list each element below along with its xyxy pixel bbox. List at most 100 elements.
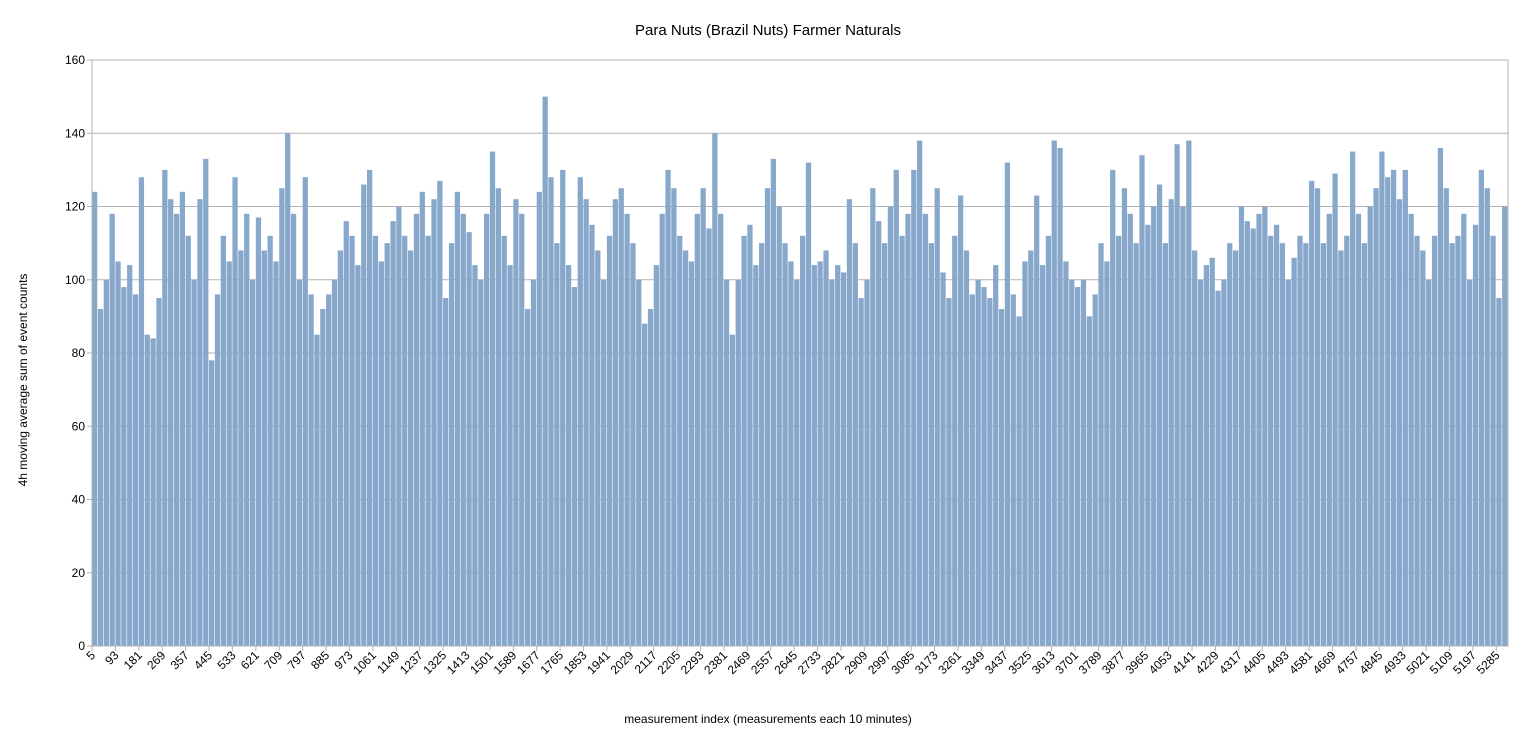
bar: [952, 235, 958, 647]
x-tick-label: 181: [121, 648, 145, 672]
x-tick-label: 4581: [1286, 648, 1315, 677]
bar: [1186, 140, 1192, 646]
bar: [741, 235, 747, 647]
bar: [437, 180, 443, 647]
x-tick-label: 2293: [678, 648, 707, 677]
bar: [478, 279, 484, 646]
bar: [127, 265, 133, 646]
bar: [630, 243, 636, 646]
bar: [876, 221, 882, 646]
bar: [431, 199, 437, 647]
bar: [1110, 169, 1116, 646]
bar: [846, 199, 853, 647]
bar: [425, 235, 431, 647]
bar: [899, 235, 905, 647]
x-tick-label: 2205: [654, 648, 683, 677]
bar: [138, 177, 145, 646]
bar: [1449, 243, 1455, 646]
bar: [1385, 177, 1391, 646]
x-tick-label: 3525: [1006, 648, 1035, 677]
bar: [1490, 235, 1496, 647]
bar: [1484, 188, 1490, 646]
bar: [677, 235, 683, 647]
x-tick-label: 269: [144, 648, 168, 672]
bar: [770, 158, 776, 646]
bar: [1121, 188, 1128, 646]
bar: [1080, 279, 1087, 646]
x-tick-label: 3173: [912, 648, 941, 677]
x-tick-label: 1677: [514, 648, 543, 677]
bar: [267, 235, 273, 647]
bar: [1145, 224, 1151, 646]
bar: [296, 279, 303, 646]
x-tick-label: 5285: [1474, 648, 1503, 677]
bar: [1016, 316, 1022, 646]
bar: [993, 265, 999, 646]
bar: [1127, 213, 1133, 646]
bar: [132, 294, 139, 646]
bar: [1478, 169, 1484, 646]
x-tick-label: 4757: [1333, 648, 1362, 677]
bar: [905, 213, 911, 646]
bar: [302, 177, 308, 646]
bar: [1361, 243, 1367, 646]
bar: [981, 287, 987, 646]
bar: [507, 265, 513, 646]
bar: [922, 213, 929, 646]
bar: [1309, 180, 1315, 647]
bar: [1396, 199, 1403, 647]
bar: [1320, 243, 1327, 646]
x-tick-label: 2117: [632, 648, 660, 676]
x-tick-label: 1765: [537, 648, 566, 677]
bar: [1467, 279, 1473, 646]
bar: [1022, 261, 1028, 646]
bar: [1104, 261, 1110, 646]
x-tick-label: 2733: [795, 648, 824, 677]
bar: [214, 294, 221, 646]
bar: [1232, 250, 1239, 646]
bar: [946, 298, 952, 646]
bar: [168, 199, 174, 647]
bars: [92, 96, 1508, 647]
bar: [642, 323, 648, 646]
bar: [1338, 250, 1344, 646]
bar: [331, 279, 338, 646]
bar: [794, 279, 800, 646]
bar: [653, 265, 659, 646]
bar: [343, 221, 349, 646]
bar: [1075, 287, 1081, 646]
bar: [1285, 279, 1291, 646]
bar: [1197, 279, 1204, 646]
bar: [1238, 206, 1245, 646]
bar: [975, 279, 981, 646]
bar: [320, 309, 326, 646]
bar: [688, 261, 695, 646]
bar: [1390, 169, 1397, 646]
bar: [706, 228, 712, 646]
bar: [1437, 147, 1444, 646]
x-tick-label: 4317: [1216, 648, 1245, 677]
bar: [858, 298, 864, 646]
bar: [542, 96, 548, 646]
bar: [1139, 155, 1145, 646]
bar: [712, 133, 718, 646]
bar: [249, 279, 256, 646]
bar: [472, 265, 478, 646]
bar: [173, 213, 180, 646]
x-tick-label: 3349: [959, 648, 988, 677]
bar: [536, 191, 542, 646]
bar: [671, 188, 677, 646]
bar: [109, 213, 115, 646]
bar: [1326, 213, 1332, 646]
x-tick-label: 1853: [561, 648, 590, 677]
y-tick-label: 160: [65, 53, 85, 67]
bar: [1057, 147, 1063, 646]
bar: [647, 309, 654, 646]
y-tick-label: 60: [72, 419, 86, 433]
bar: [852, 243, 858, 646]
bar: [829, 279, 835, 646]
bar: [612, 199, 619, 647]
bar: [232, 177, 238, 646]
bar: [367, 169, 373, 646]
bar: [735, 279, 741, 646]
